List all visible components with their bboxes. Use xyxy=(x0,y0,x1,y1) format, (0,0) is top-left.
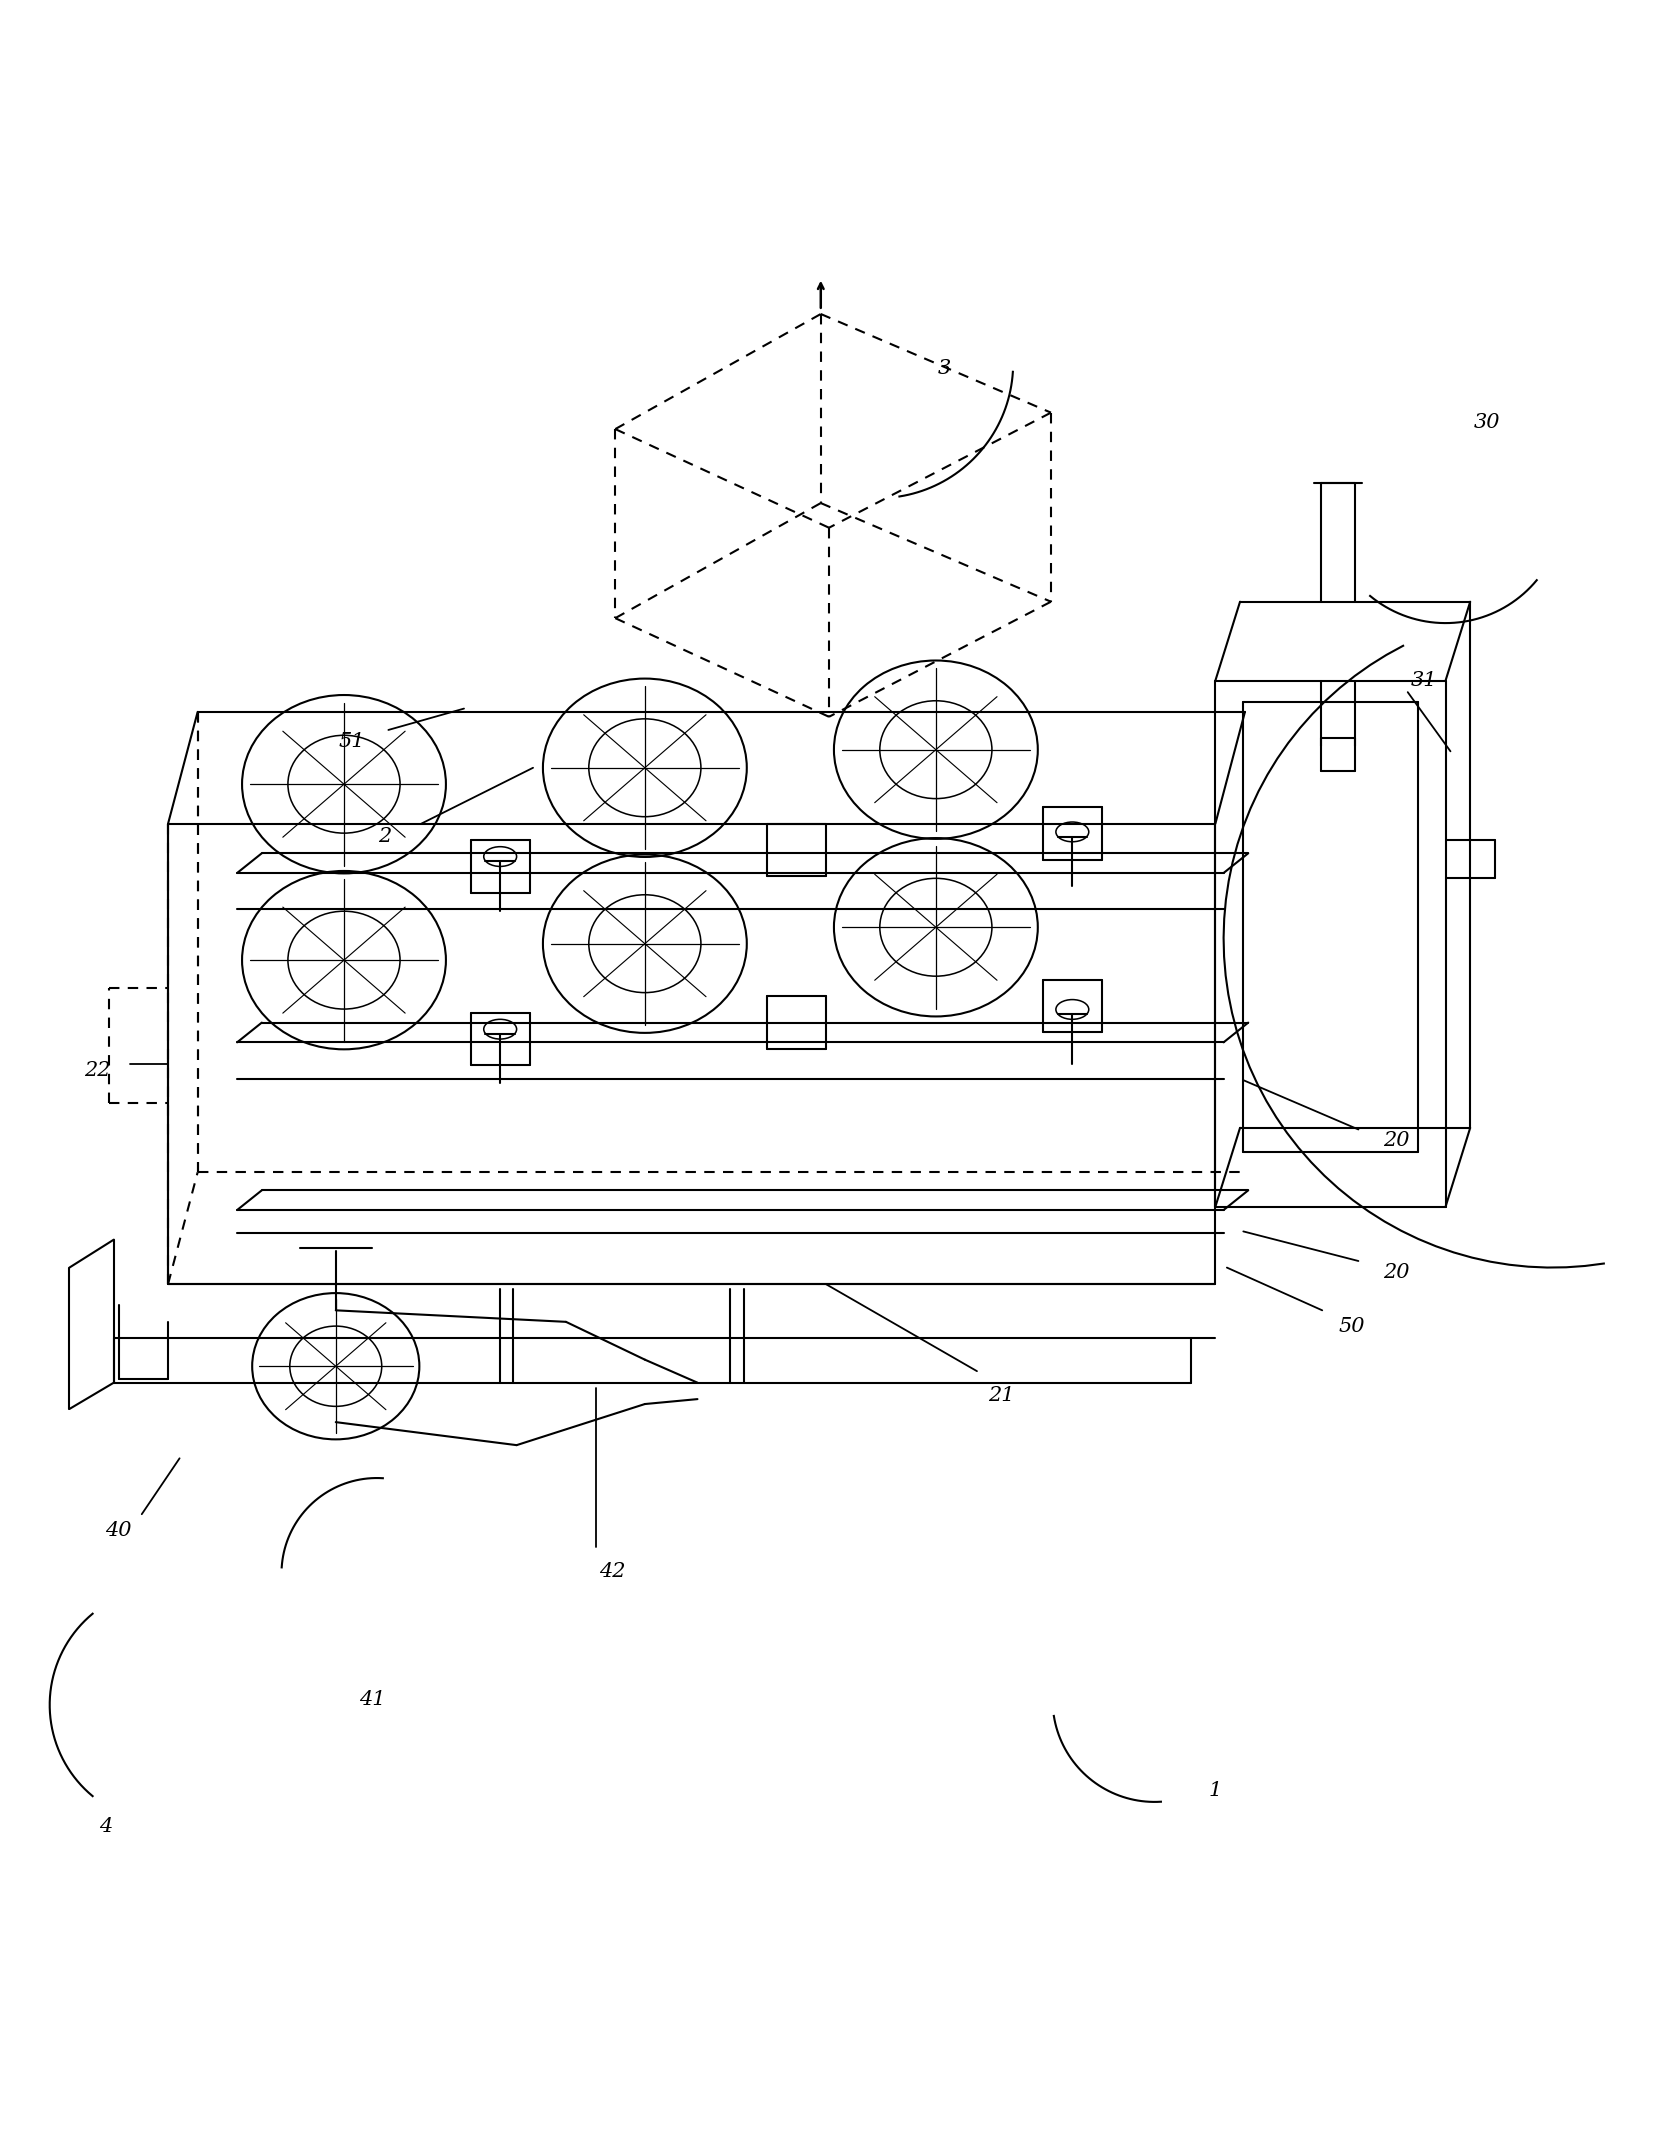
Text: 22: 22 xyxy=(85,1061,111,1080)
Text: 20: 20 xyxy=(1382,1131,1408,1150)
Text: 31: 31 xyxy=(1410,670,1437,689)
Text: 42: 42 xyxy=(598,1562,625,1581)
Text: 41: 41 xyxy=(358,1690,384,1709)
Text: 3: 3 xyxy=(936,359,949,378)
Text: 4: 4 xyxy=(99,1816,113,1835)
Text: 20: 20 xyxy=(1382,1263,1408,1283)
Text: 21: 21 xyxy=(988,1387,1014,1406)
Text: 30: 30 xyxy=(1473,414,1500,431)
Text: 2: 2 xyxy=(378,828,391,847)
Text: 50: 50 xyxy=(1337,1317,1364,1336)
Text: 40: 40 xyxy=(106,1522,133,1541)
Text: 51: 51 xyxy=(338,732,365,751)
Text: 1: 1 xyxy=(1208,1782,1221,1799)
